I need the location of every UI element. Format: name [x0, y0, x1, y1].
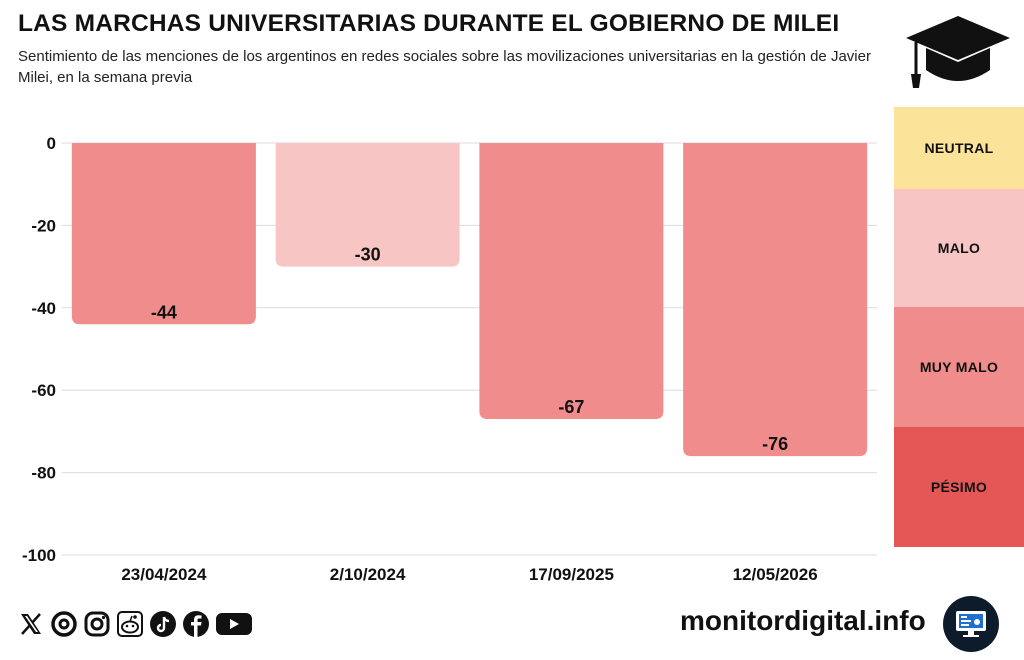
x-tick-label: 17/09/2025	[529, 565, 614, 584]
bar-value-label: -76	[762, 434, 788, 454]
y-tick-label: 0	[47, 134, 56, 153]
bar	[683, 143, 868, 457]
bar	[275, 143, 460, 267]
facebook-icon[interactable]	[181, 609, 211, 639]
legend-item: NEUTRAL	[894, 107, 1024, 189]
reddit-icon[interactable]	[115, 609, 145, 639]
monitor-logo-icon	[943, 596, 999, 652]
value-labels: -44 -30 -67 -76	[151, 245, 788, 455]
bar-value-label: -44	[151, 302, 177, 322]
chart-title: LAS MARCHAS UNIVERSITARIAS DURANTE EL GO…	[18, 10, 840, 37]
tiktok-icon[interactable]	[148, 609, 178, 639]
legend-item: MUY MALO	[894, 307, 1024, 427]
instagram-icon[interactable]	[82, 609, 112, 639]
bar	[479, 143, 664, 420]
x-tick-label: 2/10/2024	[330, 565, 406, 584]
social-icons	[16, 609, 254, 639]
graduation-cap-icon	[906, 16, 1010, 88]
y-tick-label: -20	[31, 216, 56, 235]
brand-name[interactable]: monitordigital.info	[680, 605, 926, 636]
bar	[71, 143, 256, 325]
x-icon[interactable]	[16, 609, 46, 639]
youtube-icon[interactable]	[214, 609, 254, 639]
y-tick-label: -80	[31, 464, 56, 483]
legend-item: MALO	[894, 189, 1024, 307]
bar-value-label: -67	[558, 397, 584, 417]
bar-chart: -44 -30 -67 -76 0 -20 -40 -60 -80 -100 23/04/202…	[22, 134, 877, 584]
x-tick-label: 12/05/2026	[733, 565, 818, 584]
bars	[71, 143, 868, 457]
x-tick-label: 23/04/2024	[121, 565, 207, 584]
y-tick-label: -60	[31, 381, 56, 400]
sentiment-legend: NEUTRAL MALO MUY MALO PÉSIMO	[894, 107, 1024, 547]
y-axis-ticks: 0 -20 -40 -60 -80 -100	[22, 134, 56, 565]
legend-item: PÉSIMO	[894, 427, 1024, 547]
threads-icon[interactable]	[49, 609, 79, 639]
bar-value-label: -30	[355, 245, 381, 265]
y-tick-label: -40	[31, 299, 56, 318]
y-tick-label: -100	[22, 546, 56, 565]
x-axis-ticks: 23/04/2024 2/10/2024 17/09/2025 12/05/2026	[121, 565, 817, 584]
chart-subtitle: Sentimiento de las menciones de los arge…	[18, 48, 871, 86]
